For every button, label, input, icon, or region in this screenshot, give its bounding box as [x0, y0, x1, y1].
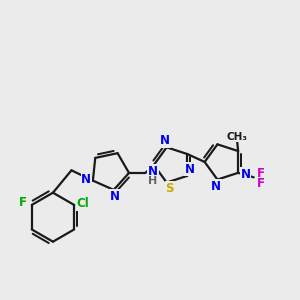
Text: N: N — [110, 190, 120, 203]
Text: N: N — [211, 180, 221, 193]
Text: N: N — [148, 165, 158, 178]
Text: N: N — [81, 173, 91, 186]
Text: N: N — [160, 134, 170, 147]
Text: N: N — [241, 168, 250, 181]
Text: S: S — [165, 182, 174, 195]
Text: Cl: Cl — [77, 197, 89, 210]
Text: N: N — [185, 163, 195, 176]
Text: F: F — [257, 167, 265, 180]
Text: H: H — [148, 176, 157, 186]
Text: CH₃: CH₃ — [226, 132, 247, 142]
Text: F: F — [257, 177, 265, 190]
Text: F: F — [19, 196, 27, 209]
